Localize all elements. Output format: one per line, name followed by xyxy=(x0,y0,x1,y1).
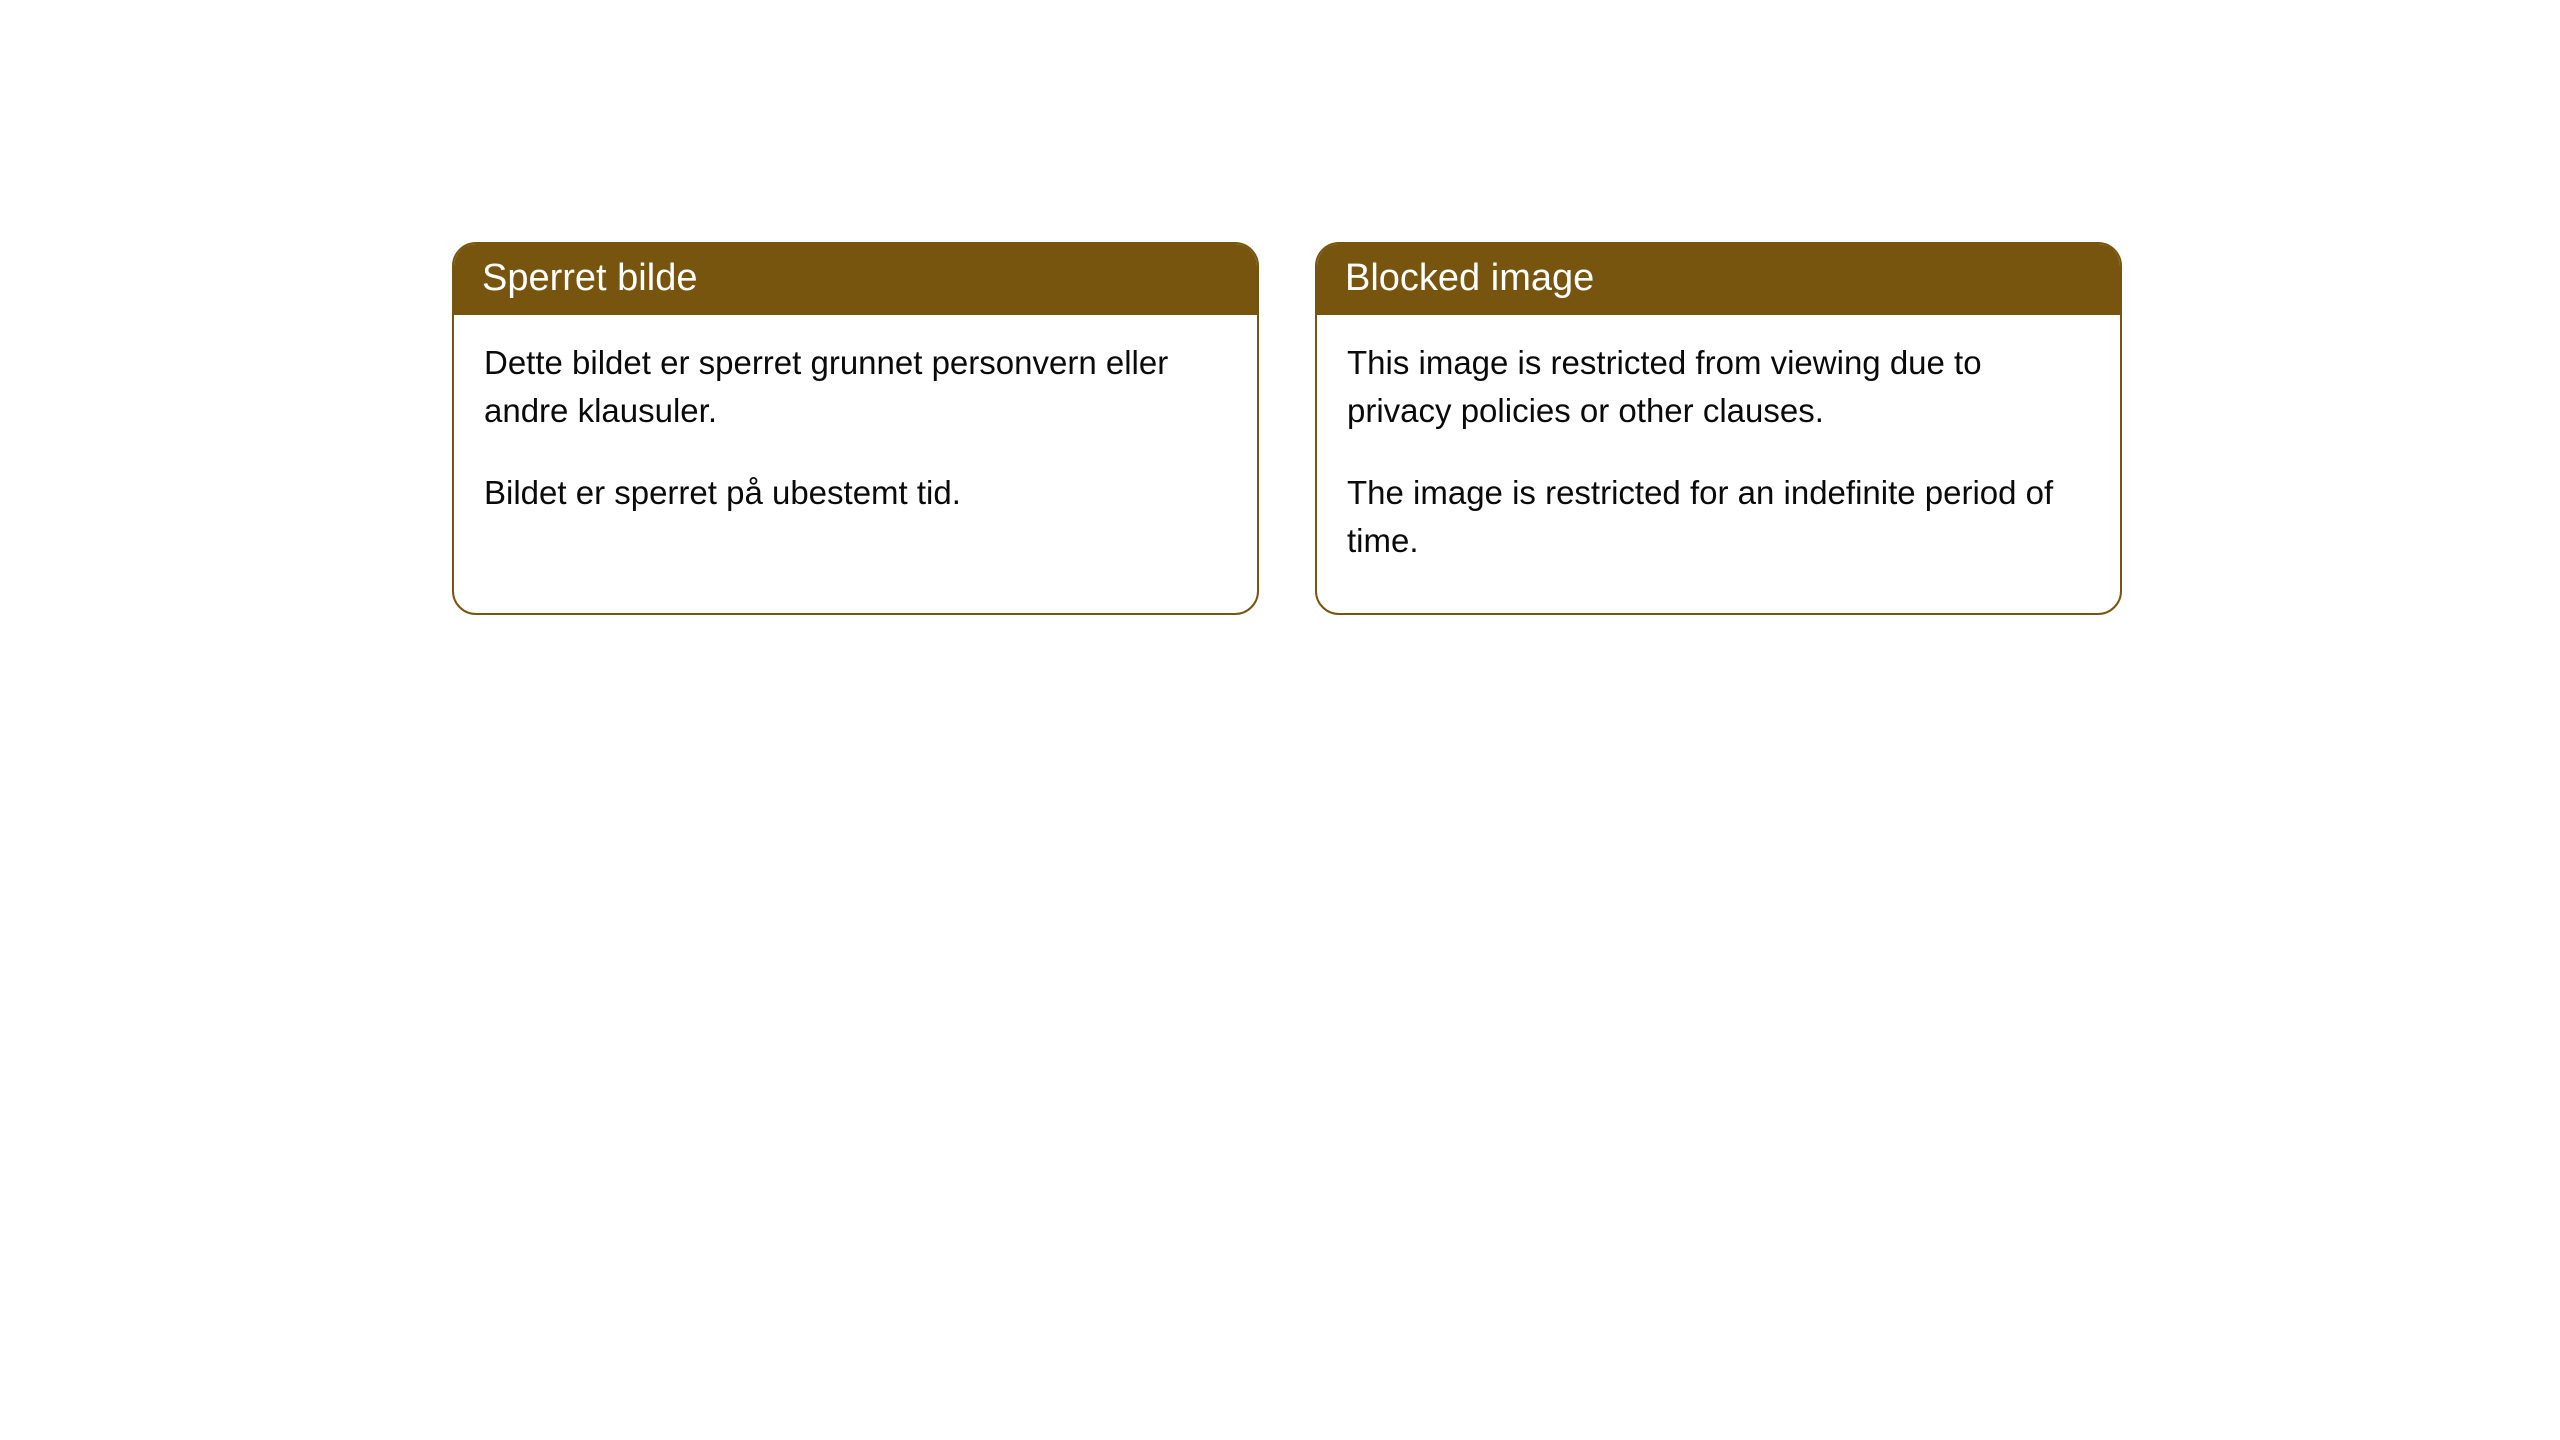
card-paragraph: The image is restricted for an indefinit… xyxy=(1347,469,2090,565)
card-title: Blocked image xyxy=(1317,244,2120,315)
blocked-image-card-en: Blocked image This image is restricted f… xyxy=(1315,242,2122,615)
card-paragraph: Bildet er sperret på ubestemt tid. xyxy=(484,469,1227,517)
card-body: This image is restricted from viewing du… xyxy=(1317,315,2120,612)
card-paragraph: This image is restricted from viewing du… xyxy=(1347,339,2090,435)
card-body: Dette bildet er sperret grunnet personve… xyxy=(454,315,1257,565)
card-paragraph: Dette bildet er sperret grunnet personve… xyxy=(484,339,1227,435)
blocked-image-card-no: Sperret bilde Dette bildet er sperret gr… xyxy=(452,242,1259,615)
card-title: Sperret bilde xyxy=(454,244,1257,315)
cards-container: Sperret bilde Dette bildet er sperret gr… xyxy=(0,0,2560,615)
